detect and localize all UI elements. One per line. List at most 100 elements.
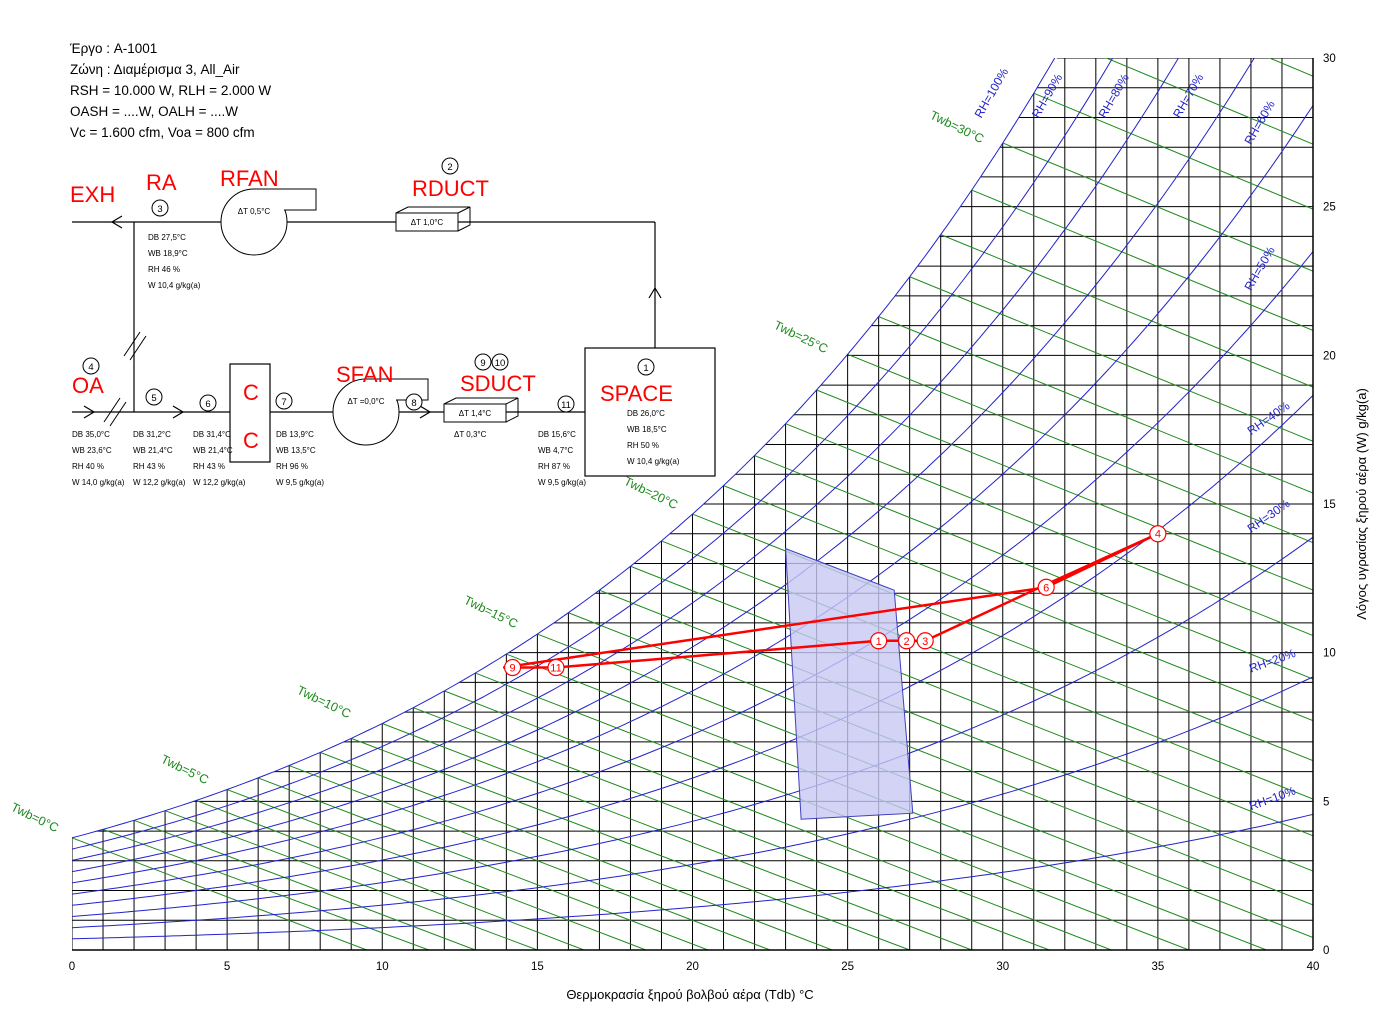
wet-bulb-line: [257, 777, 709, 950]
svg-text:9: 9: [480, 358, 485, 369]
y-tick-label: 30: [1323, 53, 1336, 65]
return-up-arrow: [648, 286, 662, 299]
svg-text:2: 2: [904, 636, 910, 648]
svg-text:W 14,0 g/kg(a): W 14,0 g/kg(a): [72, 478, 125, 487]
x-tick-label: 15: [531, 961, 544, 973]
node-10: 10: [491, 353, 509, 371]
wet-bulb-line: [195, 799, 585, 950]
damper-mark: [103, 397, 127, 427]
return-duct-box: ΔT 1,0°C: [395, 206, 471, 232]
svg-text:RH 46 %: RH 46 %: [148, 265, 180, 274]
info-line-zone: Ζώνη : Διαμέρισμα 3, All_Air: [70, 62, 240, 77]
y-tick-label: 15: [1323, 499, 1336, 511]
state-block-s3: DB 27,5°C WB 18,9°C RH 46 % W 10,4 g/kg(a): [148, 233, 201, 290]
rh-curve: [72, 536, 1313, 917]
info-line-oa-loads: OASH = ....W, OALH = ....W: [70, 104, 239, 119]
svg-text:DB 26,0°C: DB 26,0°C: [627, 409, 665, 418]
svg-text:ΔT =0,0°C: ΔT =0,0°C: [347, 397, 384, 406]
wet-bulb-line: [102, 828, 429, 950]
label-sfan: SFAN: [336, 362, 393, 387]
svg-text:DB 35,0°C: DB 35,0°C: [72, 430, 110, 439]
svg-text:WB 4,7°C: WB 4,7°C: [538, 446, 573, 455]
mixed-arrow: [172, 405, 185, 419]
process-point: 4: [1149, 525, 1167, 543]
x-tick-label: 30: [996, 961, 1009, 973]
svg-text:4: 4: [1155, 529, 1161, 541]
y-tick-label: 10: [1323, 648, 1336, 660]
rh-curve: [72, 105, 1313, 884]
oa-arrow: [83, 405, 96, 419]
svg-text:W 10,4 g/kg(a): W 10,4 g/kg(a): [627, 457, 680, 466]
label-coil-bottom: C: [243, 428, 259, 453]
process-point: 9: [503, 658, 522, 677]
wet-bulb-line: [878, 316, 1313, 494]
x-tick-label: 10: [376, 961, 389, 973]
wet-bulb-line: [816, 389, 1313, 591]
wet-bulb-line: [599, 589, 1313, 872]
wet-bulb-line: [785, 423, 1313, 636]
label-rduct: RDUCT: [412, 176, 489, 201]
svg-text:DB 27,5°C: DB 27,5°C: [148, 233, 186, 242]
svg-text:4: 4: [88, 362, 93, 373]
svg-text:ΔT 1,0°C: ΔT 1,0°C: [411, 218, 444, 227]
wet-bulb-line: [320, 751, 833, 950]
svg-text:11: 11: [561, 400, 571, 411]
comfort-zone: [785, 547, 914, 820]
wet-bulb-line: [971, 189, 1313, 331]
label-exh: EXH: [70, 182, 115, 207]
label-rfan: RFAN: [220, 166, 279, 191]
svg-text:10: 10: [495, 358, 506, 369]
svg-text:RH 40 %: RH 40 %: [72, 462, 104, 471]
label-coil-top: C: [243, 380, 259, 405]
label-ra: RA: [146, 170, 177, 195]
process-line: [503, 532, 1159, 669]
damper-mark: [123, 331, 147, 361]
node-4: 4: [82, 357, 100, 375]
svg-text:11: 11: [550, 663, 561, 675]
svg-text:DB 15,6°C: DB 15,6°C: [538, 430, 576, 439]
supply-duct-box: ΔT 1,4°C: [443, 397, 519, 423]
rh-curve: [72, 395, 1313, 906]
svg-text:W 9,5 g/kg(a): W 9,5 g/kg(a): [276, 478, 324, 487]
wet-bulb-line: [723, 485, 1313, 722]
process-point: 2: [897, 632, 916, 650]
svg-text:RH 96 %: RH 96 %: [276, 462, 308, 471]
svg-text:3: 3: [157, 204, 162, 215]
wet-bulb-line: [568, 612, 1313, 906]
wet-bulb-line: [1002, 142, 1313, 272]
wet-bulb-line: [847, 353, 1313, 544]
svg-text:RH 50 %: RH 50 %: [627, 441, 659, 450]
svg-text:W 12,2 g/kg(a): W 12,2 g/kg(a): [193, 478, 246, 487]
sduct-dt-below: ΔT 0,3°C: [454, 430, 487, 439]
process-point: 11: [547, 658, 565, 677]
svg-text:2: 2: [447, 162, 452, 173]
exhaust-arrow: [110, 215, 123, 229]
svg-text:WB 21,4°C: WB 21,4°C: [133, 446, 173, 455]
y-tick-label: 5: [1323, 796, 1329, 808]
info-line-loads: RSH = 10.000 W, RLH = 2.000 W: [70, 83, 272, 98]
wet-bulb-line: [940, 234, 1313, 388]
state-block-s11: DB 15,6°C WB 4,7°C RH 87 % W 9,5 g/kg(a): [538, 430, 586, 487]
svg-text:7: 7: [281, 397, 286, 408]
x-tick-label: 40: [1307, 961, 1320, 973]
rh-curve: [72, 58, 1255, 873]
node-7: 7: [275, 392, 293, 410]
wet-bulb-line: [661, 540, 1313, 800]
node-6: 6: [199, 394, 217, 412]
svg-text:W 12,2 g/kg(a): W 12,2 g/kg(a): [133, 478, 186, 487]
svg-text:WB 23,6°C: WB 23,6°C: [72, 446, 112, 455]
y-axis-label: Λόγος υγρασίας ξηρού αέρα (W) g/kg(a): [1354, 388, 1369, 620]
wet-bulb-line: [537, 633, 1313, 938]
node-1: 1: [637, 358, 655, 376]
svg-text:RH 43 %: RH 43 %: [133, 462, 165, 471]
state-block-s5: DB 31,2°C WB 21,4°C RH 43 % W 12,2 g/kg(a): [133, 430, 186, 487]
state-block-s4: DB 35,0°C WB 23,6°C RH 40 % W 14,0 g/kg(a): [72, 430, 125, 487]
state-block-s1: DB 26,0°C WB 18,5°C RH 50 % W 10,4 g/kg(a): [627, 409, 680, 466]
info-line-flows: Vc = 1.600 cfm, Voa = 800 cfm: [70, 125, 255, 140]
process-point: 1: [870, 632, 888, 650]
svg-text:9: 9: [509, 663, 515, 675]
svg-text:DB 31,2°C: DB 31,2°C: [133, 430, 171, 439]
svg-text:ΔT 0,5°C: ΔT 0,5°C: [238, 207, 271, 216]
